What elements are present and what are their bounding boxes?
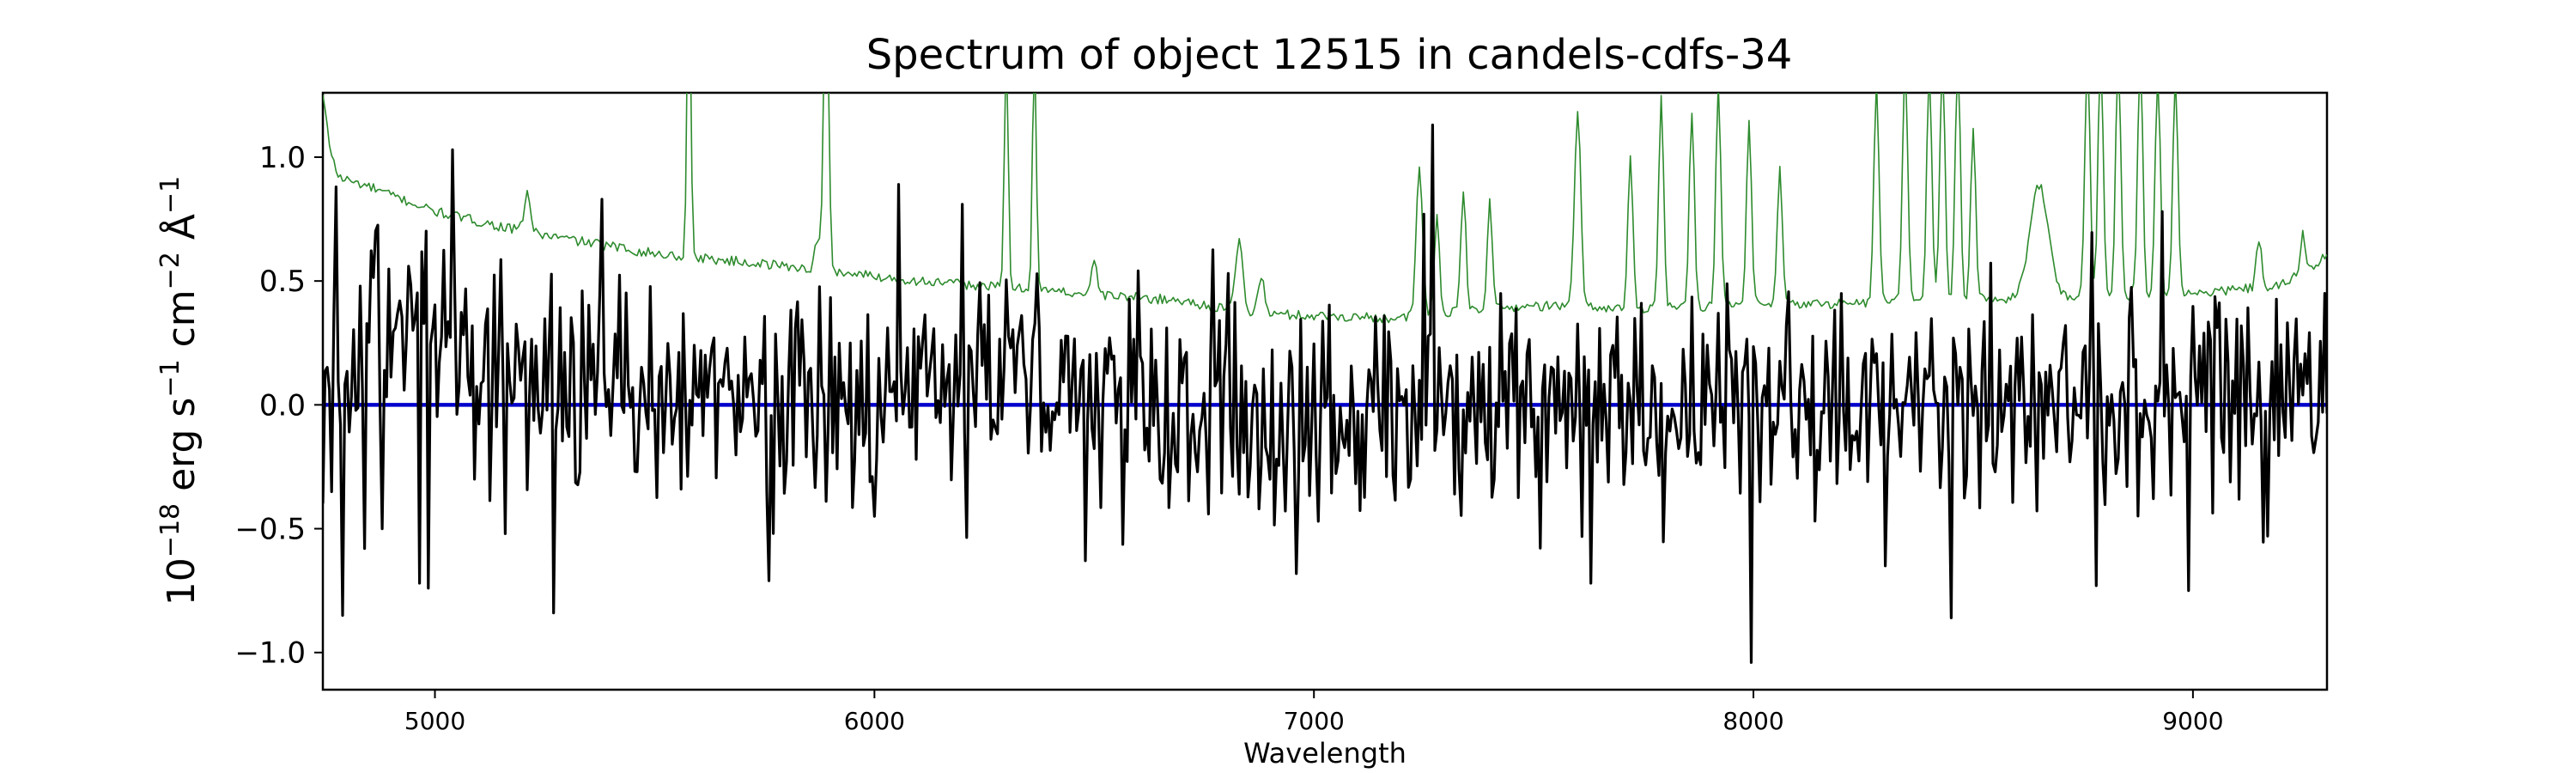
x-tick-label: 5000 bbox=[404, 707, 465, 735]
y-label-unit: erg s bbox=[160, 398, 204, 503]
y-label-exponent: −2 bbox=[155, 252, 185, 289]
y-label-unit: cm bbox=[160, 289, 204, 359]
y-label-exponent: −1 bbox=[155, 359, 185, 397]
y-label-exponent: −1 bbox=[155, 176, 185, 214]
x-axis-label: Wavelength bbox=[1243, 737, 1406, 770]
x-axis: 5000 6000 7000 8000 9000 bbox=[404, 690, 2224, 735]
series-uncertainty-line bbox=[323, 93, 2327, 324]
x-tick-label: 7000 bbox=[1284, 707, 1345, 735]
y-label-unit: 10 bbox=[160, 557, 204, 606]
y-tick-label: 1.0 bbox=[259, 141, 306, 175]
y-tick-label: 0.0 bbox=[259, 388, 306, 423]
y-tick-label: 0.5 bbox=[259, 265, 306, 299]
y-label-unit: Å bbox=[158, 214, 204, 252]
y-axis-label: 10−18 erg s−1 cm−2 Å−1 bbox=[155, 176, 204, 606]
plot-area bbox=[321, 91, 2329, 691]
series-flux-line bbox=[323, 123, 2327, 664]
y-tick-label: −0.5 bbox=[234, 513, 306, 547]
x-tick-label: 8000 bbox=[1722, 707, 1783, 735]
y-label-exponent: −18 bbox=[155, 503, 185, 557]
y-tick-label: −1.0 bbox=[234, 636, 306, 671]
x-tick-label: 6000 bbox=[844, 707, 905, 735]
y-axis: 1.0 0.5 0.0 −0.5 −1.0 bbox=[234, 141, 323, 671]
x-tick-label: 9000 bbox=[2162, 707, 2223, 735]
chart-title: Spectrum of object 12515 in candels-cdfs… bbox=[866, 31, 1793, 79]
series-layer bbox=[323, 93, 2327, 664]
